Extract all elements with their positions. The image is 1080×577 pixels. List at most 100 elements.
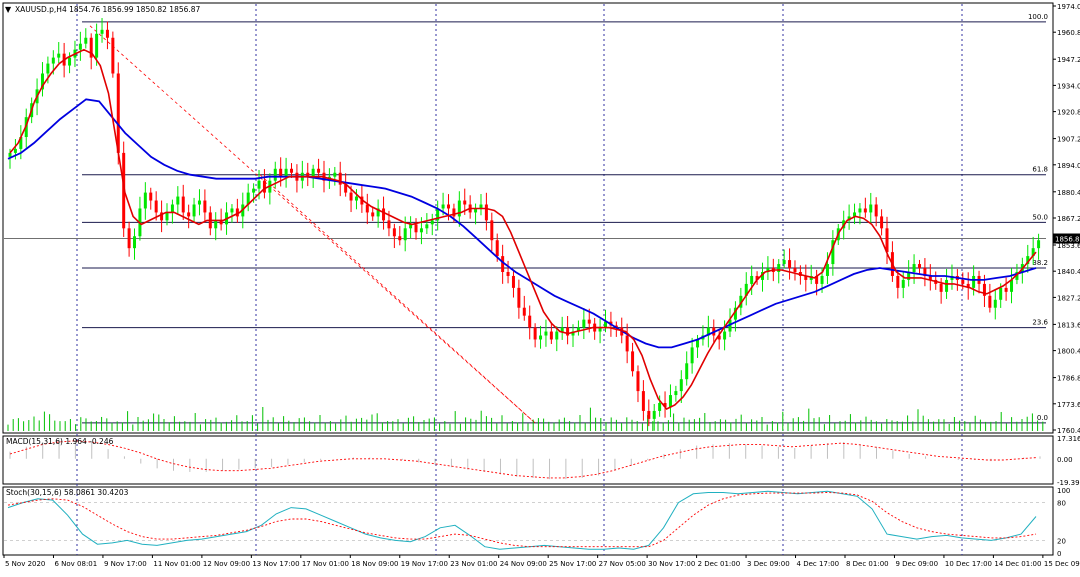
candle-bear — [111, 37, 115, 74]
macd-tick-label: 17.316 — [1057, 435, 1080, 443]
candle-bull — [652, 410, 656, 419]
fib-level-label: 0.0 — [1037, 414, 1048, 422]
moving-averages — [7, 48, 1037, 410]
candle-bull — [658, 403, 662, 411]
candle-bull — [760, 271, 764, 280]
candle-bear — [631, 351, 635, 372]
candle-bull — [901, 279, 905, 288]
candle-bear — [127, 228, 131, 249]
candle-bear — [566, 327, 570, 336]
symbol-dropdown-icon[interactable]: ▼ — [5, 5, 12, 14]
candle-bear — [203, 200, 207, 213]
candle-bull — [252, 188, 256, 193]
candle-bull — [733, 307, 737, 320]
candle-bull — [685, 363, 689, 380]
candle-bull — [68, 57, 72, 66]
candle-bull — [430, 220, 434, 225]
candle-bull — [782, 260, 786, 265]
candle-bull — [766, 268, 770, 272]
candle-bear — [387, 220, 391, 229]
time-axis: 5 Nov 2020 6 Nov 08:01 9 Nov 17:00 11 Nov 0… — [3, 555, 1080, 568]
candle-bull — [376, 208, 380, 217]
time-tick-label: 12 Nov 09:00 — [203, 560, 250, 568]
current-price-value: 1856.87 — [1055, 236, 1080, 244]
price-tick-label: 1974.00 — [1057, 3, 1080, 11]
candle-bull — [84, 37, 88, 44]
candle-bull — [403, 228, 407, 241]
candle-bull — [544, 331, 548, 336]
candle-bull — [474, 208, 478, 213]
candle-bull — [311, 168, 315, 177]
candle-bull — [750, 275, 754, 284]
price-tick-label: 1867.20 — [1057, 215, 1080, 223]
candle-bull — [95, 33, 99, 58]
candle-bull — [257, 180, 261, 189]
price-tick-label: 1760.40 — [1057, 427, 1080, 435]
candle-bear — [365, 204, 369, 213]
price-tick-label: 1880.40 — [1057, 189, 1080, 197]
candle-bull — [479, 204, 483, 209]
candle-bear — [966, 283, 970, 288]
time-tick-label: 4 Dec 17:00 — [797, 560, 840, 568]
time-tick-label: 13 Nov 17:00 — [252, 560, 299, 568]
time-tick-label: 8 Dec 01:00 — [846, 560, 889, 568]
price-tick-label: 1920.80 — [1057, 109, 1080, 117]
candle-bull — [950, 275, 954, 280]
candle-bull — [744, 283, 748, 296]
candle-bull — [560, 327, 564, 332]
candle-bear — [262, 180, 266, 193]
candle-bear — [917, 264, 921, 269]
price-tick-label: 1934.00 — [1057, 82, 1080, 90]
time-tick-label: 15 Dec 09:00 — [1044, 560, 1080, 568]
candle-bull — [820, 275, 824, 284]
candle-bear — [755, 275, 759, 280]
candle-bull — [1026, 256, 1030, 265]
candle-bull — [999, 287, 1003, 300]
vertical-grid — [76, 4, 963, 555]
candle-bull — [858, 208, 862, 213]
candle-bear — [982, 283, 986, 296]
fib-level-label: 23.6 — [1032, 319, 1048, 327]
candle-bear — [452, 208, 456, 217]
time-tick-label: 18 Nov 09:00 — [351, 560, 398, 568]
fan-line — [259, 174, 536, 424]
candle-bull — [197, 200, 201, 205]
candle-bull — [706, 327, 710, 336]
candle-bear — [398, 236, 402, 241]
candle-bear — [641, 391, 645, 411]
stoch-tick-label: 0 — [1057, 550, 1061, 558]
fib-level-label: 61.8 — [1032, 166, 1048, 174]
candle-bear — [105, 29, 109, 38]
candle-bear — [490, 220, 494, 241]
candle-bull — [46, 63, 50, 74]
candle-bear — [463, 200, 467, 205]
volume-bars — [7, 407, 1044, 431]
candle-bull — [78, 43, 82, 50]
time-tick-label: 24 Nov 09:00 — [500, 560, 547, 568]
candle-bear — [392, 228, 396, 237]
macd-panel-frame — [2, 435, 1054, 485]
candle-bull — [668, 395, 672, 407]
time-tick-label: 25 Nov 17:00 — [549, 560, 596, 568]
ma-fast-line — [9, 48, 1037, 410]
candle-bear — [306, 172, 310, 177]
ma-slow-line — [7, 98, 1037, 349]
candle-bull — [993, 299, 997, 308]
stoch-tick-label: 80 — [1057, 500, 1066, 508]
candle-bull — [1031, 248, 1035, 257]
candle-bear — [939, 283, 943, 292]
candle-bull — [674, 391, 678, 396]
candle-bear — [880, 216, 884, 229]
price-tick-label: 1853.60 — [1057, 242, 1080, 250]
candle-bull — [8, 152, 12, 157]
fib-level-label: 38.2 — [1032, 259, 1048, 267]
time-tick-label: 5 Nov 2020 — [5, 560, 45, 568]
candle-bull — [571, 331, 575, 336]
candle-bear — [187, 212, 191, 217]
candle-bear — [484, 204, 488, 221]
candle-bear — [122, 152, 126, 229]
price-tick-label: 1894.00 — [1057, 162, 1080, 170]
candle-bull — [723, 331, 727, 340]
candle-bull — [409, 224, 413, 229]
